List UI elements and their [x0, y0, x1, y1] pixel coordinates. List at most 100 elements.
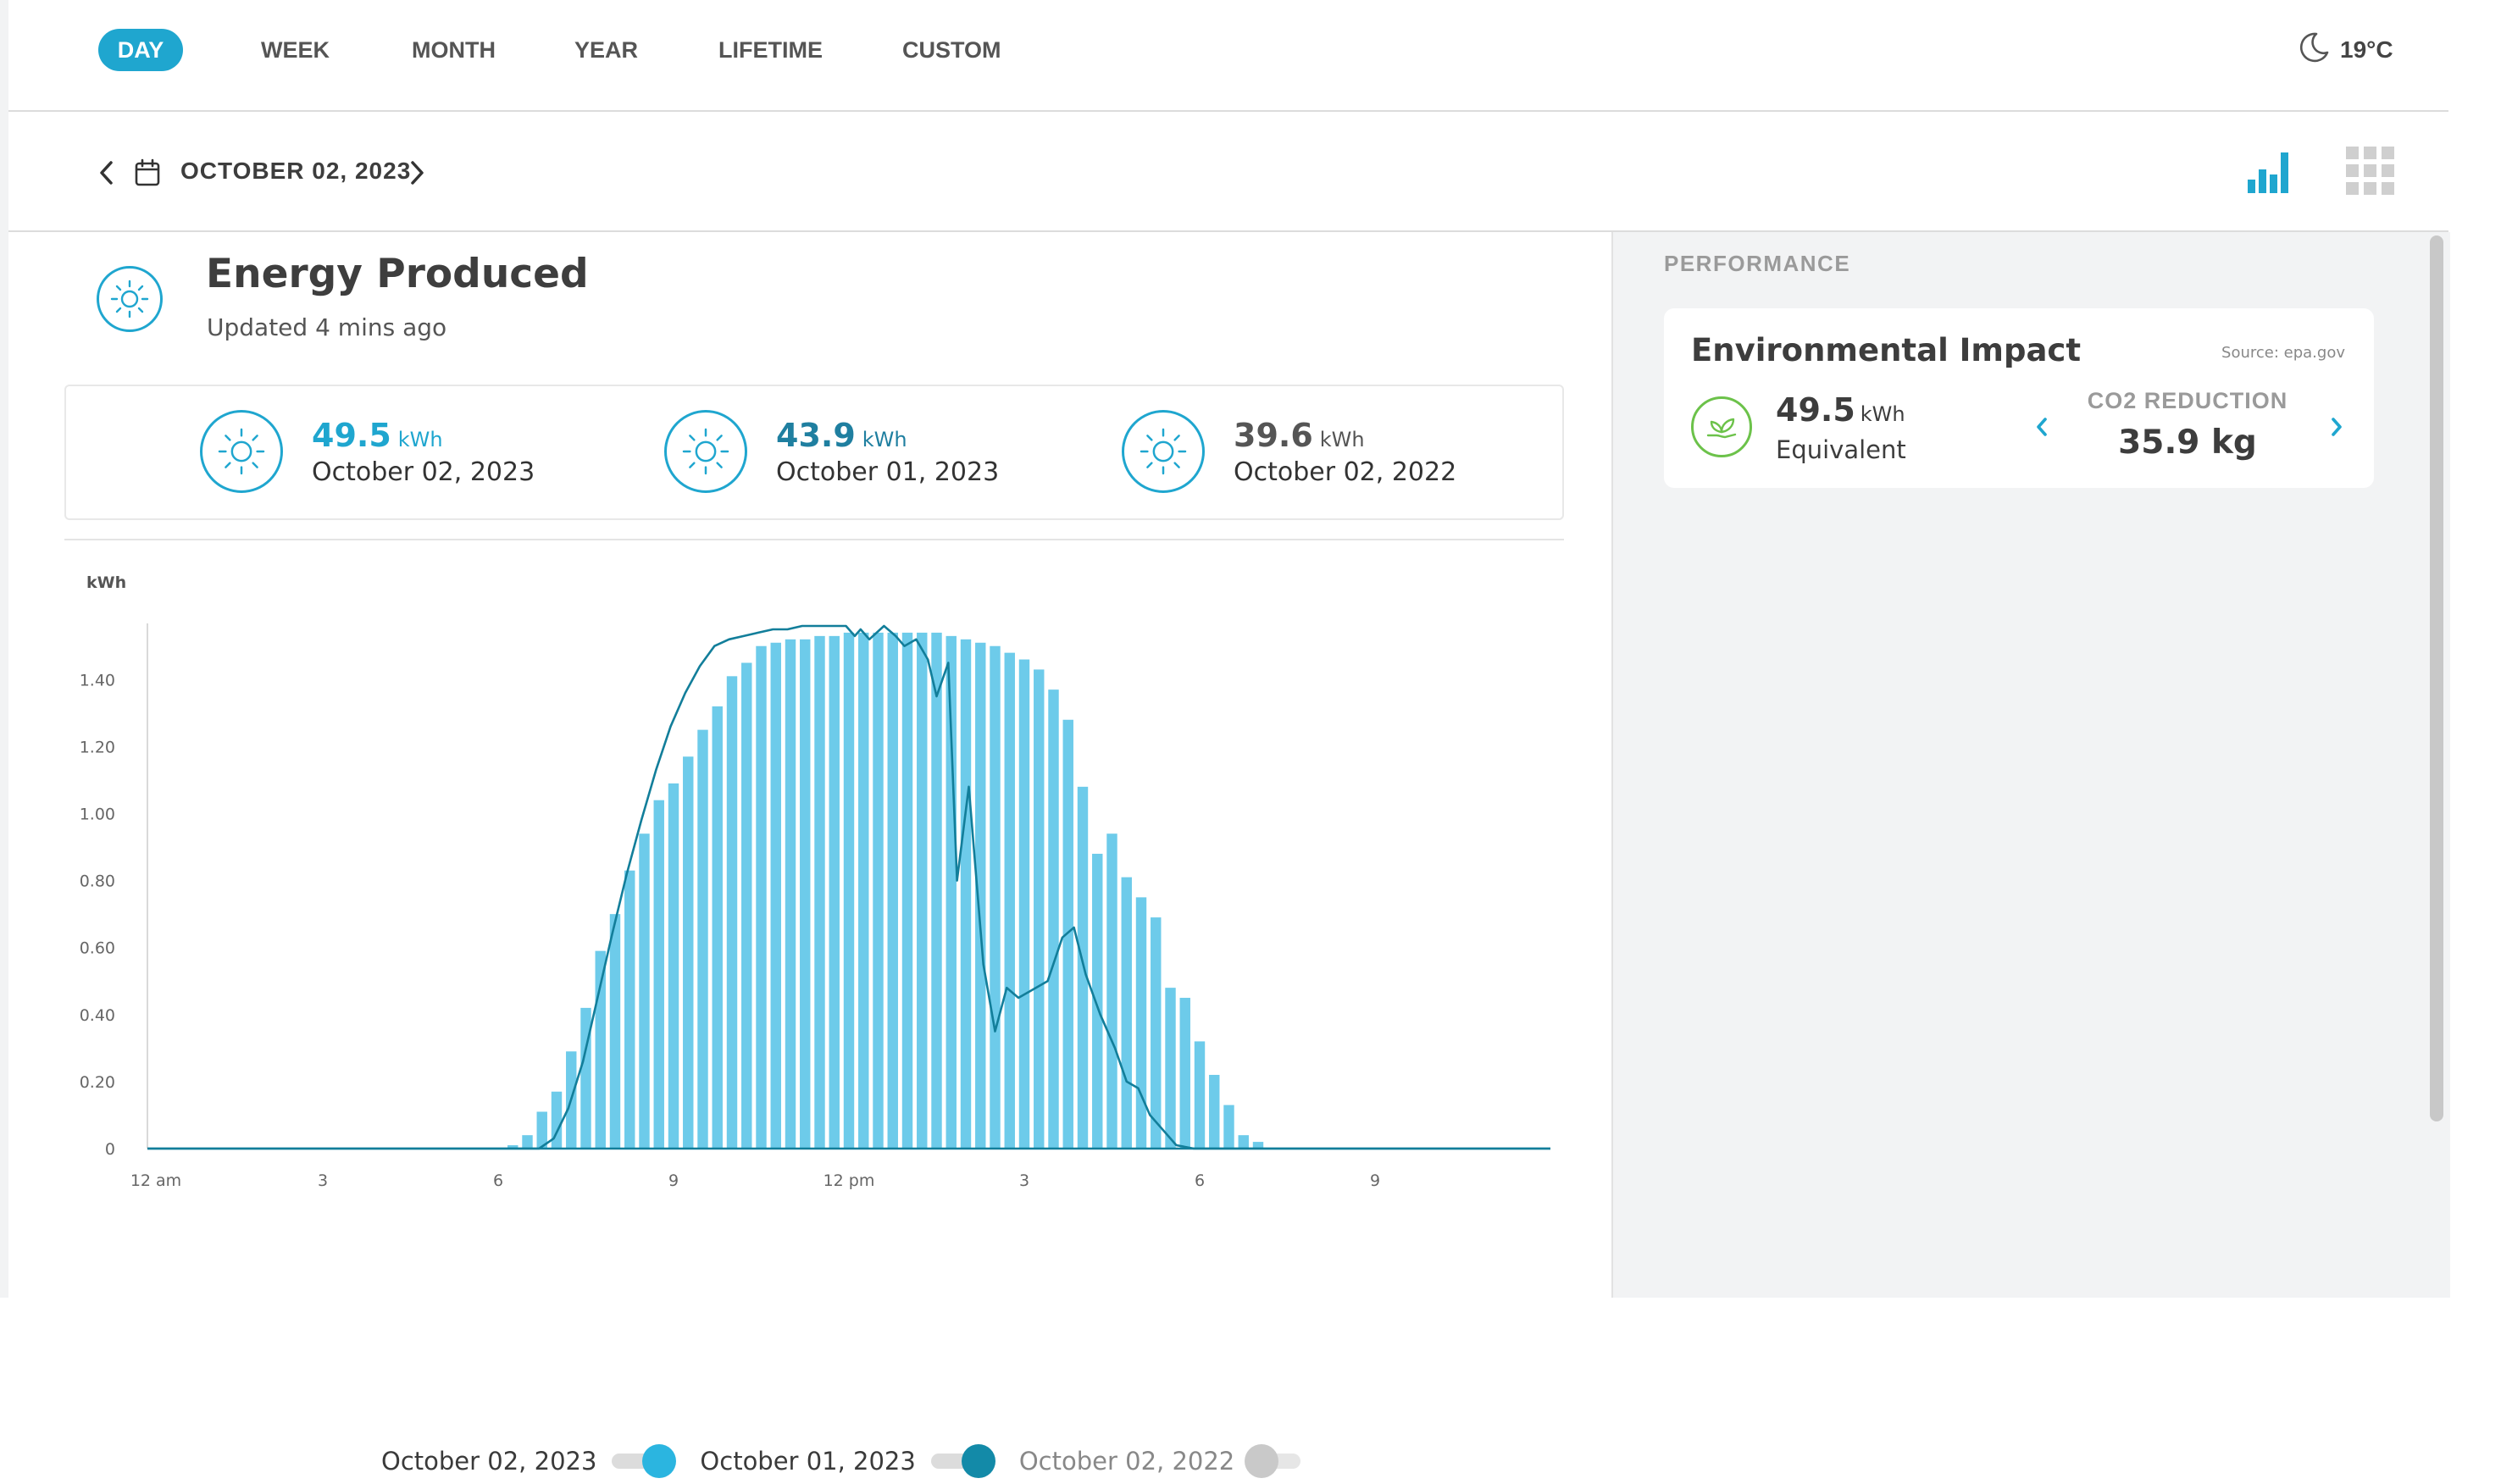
chart-bar [668, 783, 679, 1149]
chart-bar [639, 833, 650, 1149]
chart-bar [1223, 1105, 1234, 1149]
energy-chart: kWh 0 0.20 0.40 0.60 0.80 1.00 1.20 1.40 12 am 3 6 9… [80, 573, 1550, 1190]
chart-bar [580, 1007, 591, 1149]
temperature-text: 19°C [2340, 36, 2393, 63]
period-tab-bar: DAY WEEK MONTH YEAR LIFETIME CUSTOM 19°C [8, 0, 2448, 112]
sun-icon [664, 410, 747, 493]
y-tick-label: 0.40 [80, 1006, 115, 1025]
chart-bar [887, 632, 898, 1149]
chart-bar [1077, 786, 1089, 1149]
date-navigation-bar: OCTOBER 02, 2023 [8, 112, 2448, 232]
sun-icon [97, 266, 163, 332]
chart-bar [931, 632, 942, 1149]
y-tick-label: 1.40 [80, 671, 115, 689]
series-toggle[interactable] [930, 1444, 995, 1478]
chart-bar [697, 729, 708, 1149]
chart-bar [1121, 877, 1132, 1149]
chart-bar [712, 706, 723, 1149]
series-toggle[interactable] [612, 1444, 677, 1478]
chart-bar [873, 632, 884, 1149]
chart-legend: October 02, 2023 October 01, 2023 Octobe… [381, 1438, 1338, 1484]
tab-month[interactable]: MONTH [412, 37, 496, 63]
legend-item-oct-02-2022[interactable]: October 02, 2022 [1019, 1444, 1301, 1478]
chart-bar [1209, 1074, 1220, 1149]
chart-bar [829, 635, 840, 1149]
sidebar-scrollbar[interactable] [2430, 235, 2443, 1121]
chart-bar [917, 632, 928, 1149]
divider [64, 539, 1564, 540]
chart-bar [1062, 719, 1073, 1149]
chart-bar [1252, 1142, 1264, 1149]
chart-bar [770, 642, 781, 1149]
chart-bar [1151, 917, 1162, 1149]
chart-bar [522, 1135, 533, 1149]
chevron-left-icon [2037, 418, 2047, 436]
chart-bar [1018, 659, 1030, 1149]
legend-item-oct-02-2023[interactable]: October 02, 2023 [381, 1444, 677, 1478]
summary-value: 39.6 kWh [1234, 417, 1365, 454]
chart-bar [726, 676, 738, 1149]
performance-sidebar: PERFORMANCE Environmental Impact Source:… [1611, 232, 2450, 1298]
tab-week[interactable]: WEEK [261, 37, 330, 63]
chart-bar [960, 639, 972, 1149]
updated-text: Updated 4 mins ago [207, 313, 447, 341]
y-tick-label: 0.80 [80, 872, 115, 891]
previous-metric-button[interactable] [2025, 410, 2059, 444]
chevron-left-icon [100, 161, 113, 185]
chart-bar [1048, 689, 1059, 1149]
card-title: Environmental Impact [1691, 332, 2082, 368]
metric-value: 35.9 kg [2118, 424, 2257, 462]
chart-bar [1034, 669, 1045, 1149]
series-line-oct-01-2023 [147, 624, 1550, 1150]
grid-view-button[interactable] [2343, 144, 2398, 198]
x-tick-label: 9 [1370, 1171, 1380, 1190]
x-tick-label: 3 [1019, 1171, 1029, 1190]
y-tick-label: 0 [105, 1140, 115, 1159]
next-metric-button[interactable] [2320, 410, 2354, 444]
y-axis-label: kWh [86, 573, 126, 592]
x-tick-label: 6 [493, 1171, 503, 1190]
series-toggle[interactable] [1245, 1444, 1301, 1478]
x-tick-label: 3 [318, 1171, 328, 1190]
chart-bar [785, 639, 796, 1149]
chart-bar [858, 632, 869, 1149]
energy-produced-panel: Energy Produced Updated 4 mins ago 49.5 k… [8, 232, 1610, 1478]
chart-bar [1106, 833, 1117, 1149]
next-date-button[interactable] [407, 156, 427, 190]
chart-bar [756, 645, 767, 1149]
chart-bar [901, 632, 913, 1149]
equivalent-label: Equivalent [1776, 435, 1906, 464]
tab-lifetime[interactable]: LIFETIME [718, 37, 823, 63]
sun-icon [1122, 410, 1205, 493]
performance-heading: PERFORMANCE [1664, 251, 1851, 276]
x-tick-label: 12 pm [824, 1171, 875, 1190]
chevron-right-icon [2332, 418, 2342, 436]
summary-date: October 02, 2022 [1234, 457, 1457, 487]
chart-bar [946, 635, 957, 1149]
legend-item-oct-01-2023[interactable]: October 01, 2023 [700, 1444, 995, 1478]
chart-view-button[interactable] [2245, 146, 2296, 197]
previous-date-button[interactable] [97, 156, 117, 190]
calendar-icon [135, 158, 160, 186]
panel-title: Energy Produced [206, 251, 589, 297]
chart-bar [1165, 988, 1176, 1149]
tab-custom[interactable]: CUSTOM [902, 37, 1001, 63]
chart-bar [536, 1111, 547, 1149]
y-tick-label: 0.20 [80, 1073, 115, 1092]
calendar-button[interactable] [132, 156, 163, 190]
chart-bar [1092, 853, 1103, 1149]
chart-bar [609, 914, 621, 1149]
summary-date: October 01, 2023 [776, 457, 1000, 487]
x-tick-label: 6 [1195, 1171, 1205, 1190]
page-edge [0, 0, 8, 1298]
selected-date[interactable]: OCTOBER 02, 2023 [180, 158, 412, 184]
chevron-right-icon [411, 161, 424, 185]
chart-bar [843, 632, 855, 1149]
tab-day[interactable]: DAY [98, 29, 183, 71]
chart-bar [1194, 1041, 1206, 1149]
metric-label: CO2 REDUCTION [2087, 388, 2288, 413]
tab-year[interactable]: YEAR [574, 37, 639, 63]
summary-value: 49.5 kWh [312, 417, 443, 454]
chart-bar [800, 639, 811, 1149]
y-tick-label: 1.20 [80, 738, 115, 756]
